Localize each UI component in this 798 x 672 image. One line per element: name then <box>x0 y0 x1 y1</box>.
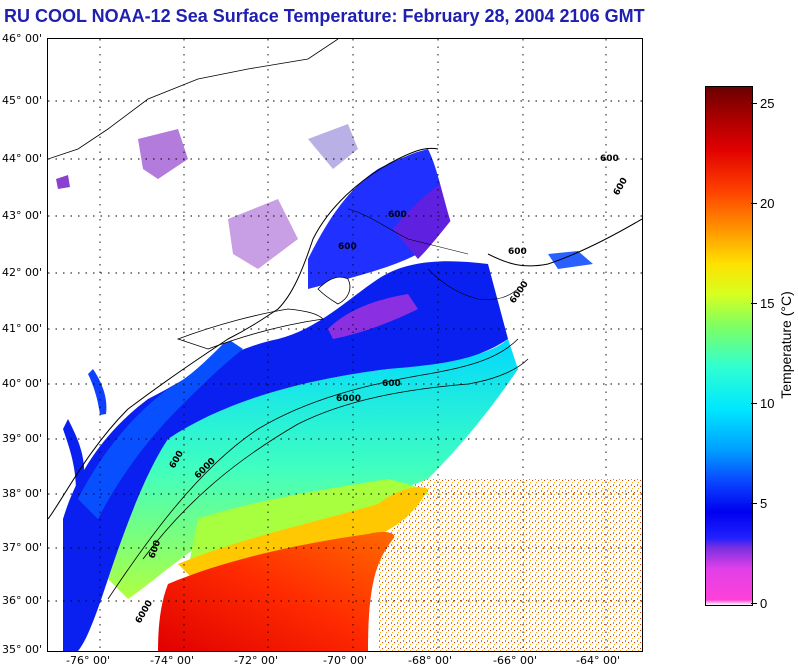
colorbar-tick <box>751 303 757 304</box>
isobath-600 <box>107 338 519 600</box>
bathymetry-label: 6000 <box>336 394 361 404</box>
bathymetry-label: 600 <box>508 247 527 257</box>
gulf-of-maine-region <box>308 139 478 289</box>
lon-label: -66° 00' <box>493 654 537 667</box>
colorbar-label: 20 <box>760 196 775 211</box>
nova-scotia-coastline <box>487 218 642 267</box>
lat-label: 42° 00' <box>2 266 43 279</box>
lon-label: -68° 00' <box>408 654 452 667</box>
sable-island-patch <box>548 251 593 269</box>
land-region <box>48 39 642 519</box>
bathymetry-label: 600 <box>382 379 401 389</box>
lon-label: -76° 00' <box>66 654 110 667</box>
lat-label: 43° 00' <box>2 209 43 222</box>
sst-map[interactable]: 600 600 600 600 600 6000 600 6000 6000 6… <box>47 38 643 652</box>
colorbar-tick <box>751 103 757 104</box>
delaware-bay <box>88 369 107 415</box>
land-noise-patch <box>138 129 188 179</box>
lon-label: -72° 00' <box>234 654 278 667</box>
colorbar-title: Temperature (°C) <box>778 291 794 399</box>
lat-label: 39° 00' <box>2 432 43 445</box>
cape-cod-land <box>317 276 351 305</box>
bathymetry-label: 600 <box>388 210 407 220</box>
border-line <box>48 39 339 160</box>
shelf-water-region <box>63 261 508 651</box>
cloud-speckle-region <box>378 479 642 651</box>
mid-atlantic-inshore-region <box>78 339 243 519</box>
lat-label: 40° 00' <box>2 377 43 390</box>
land-noise-patch <box>56 175 70 189</box>
us-coastline <box>48 147 439 520</box>
page-title: RU COOL NOAA-12 Sea Surface Temperature:… <box>4 6 645 26</box>
colorbar-tick <box>751 603 757 604</box>
colorbar-tick <box>751 503 757 504</box>
bathymetry-label: 600 <box>600 154 619 164</box>
sst-map-canvas: 600 600 600 600 600 6000 600 6000 6000 6… <box>48 39 642 651</box>
colorbar-label: 0 <box>760 596 768 611</box>
lat-label: 44° 00' <box>2 152 43 165</box>
land-noise-patch <box>308 124 358 169</box>
lat-label: 38° 00' <box>2 487 43 500</box>
isobath-600 <box>347 208 469 255</box>
land-noise-patch <box>228 199 298 269</box>
colorbar-label: 25 <box>760 96 775 111</box>
isobath-6000 <box>142 358 529 560</box>
lat-label: 41° 00' <box>2 322 43 335</box>
bathymetry-label: 6000 <box>508 279 531 305</box>
colorbar-label: 15 <box>760 296 775 311</box>
lat-label: 36° 00' <box>2 594 43 607</box>
lat-label: 45° 00' <box>2 94 43 107</box>
lat-label: 37° 00' <box>2 541 43 554</box>
colorbar-label: 10 <box>760 396 775 411</box>
colorbar-label: 5 <box>760 496 768 511</box>
chesapeake-bay <box>63 419 85 491</box>
colorbar-tick <box>751 403 757 404</box>
bathymetry-label: 6000 <box>134 599 155 626</box>
gulf-stream-region <box>158 531 395 651</box>
colorbar-tick <box>751 203 757 204</box>
temperature-colorbar <box>705 86 753 606</box>
bathymetry-label: 600 <box>338 242 357 252</box>
lon-label: -64° 00' <box>576 654 620 667</box>
isobath-600 <box>427 268 519 300</box>
lon-label: -70° 00' <box>323 654 367 667</box>
lat-label: 46° 00' <box>2 32 43 45</box>
lon-label: -74° 00' <box>150 654 194 667</box>
map-grid <box>48 39 642 651</box>
nantucket-shoals-region <box>328 294 418 339</box>
nova-scotia-land <box>487 94 642 266</box>
lat-label: 35° 00' <box>2 643 43 656</box>
